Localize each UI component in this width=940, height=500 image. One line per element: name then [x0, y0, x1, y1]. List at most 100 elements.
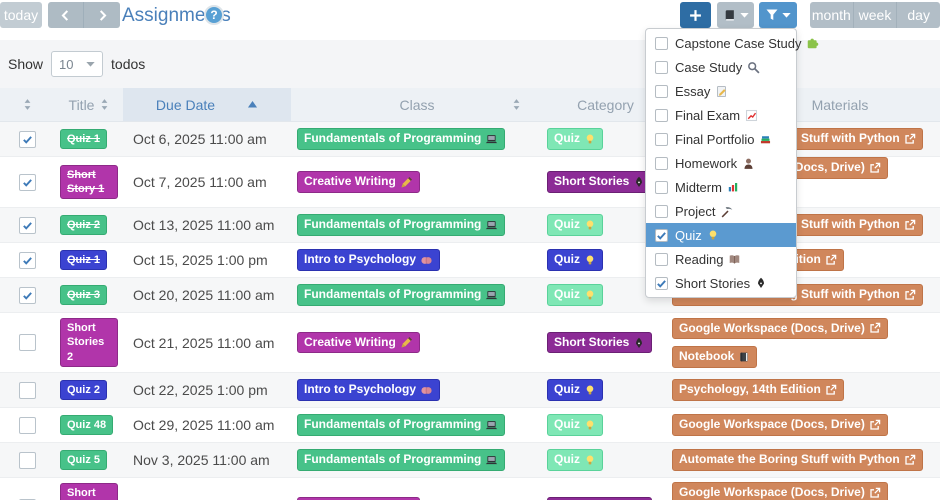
- material-badge[interactable]: Google Workspace (Docs, Drive): [672, 482, 888, 500]
- prev-button[interactable]: [48, 2, 84, 28]
- materials-cell: Google Workspace (Docs, Drive)Notebook: [668, 482, 940, 500]
- filter-option-project[interactable]: Project: [646, 199, 796, 223]
- filter-option-homework[interactable]: Homework: [646, 151, 796, 175]
- material-badge[interactable]: Google Workspace (Docs, Drive): [672, 414, 888, 436]
- table-body: Quiz 1 Oct 6, 2025 11:00 am Fundamentals…: [0, 122, 940, 500]
- sort-icon: [512, 99, 521, 110]
- filter-option-final-exam[interactable]: Final Exam: [646, 103, 796, 127]
- class-badge: Creative Writing: [297, 171, 420, 193]
- table-row: Quiz 1 Oct 15, 2025 1:00 pm Intro to Psy…: [0, 243, 940, 279]
- class-icon: [485, 133, 498, 146]
- assignment-title-badge[interactable]: Short Stories 2: [60, 318, 118, 368]
- row-checkbox[interactable]: [19, 130, 36, 148]
- header-due-date[interactable]: Due Date: [123, 88, 291, 121]
- filter-option-icon: [728, 253, 741, 266]
- assignment-title-badge[interactable]: Quiz 1: [60, 250, 108, 271]
- class-badge: Fundamentals of Programming: [297, 449, 506, 471]
- class-icon: [485, 219, 498, 232]
- table-row: Short Story 1 Oct 7, 2025 11:00 am Creat…: [0, 157, 940, 209]
- header-class[interactable]: Class: [291, 88, 543, 121]
- category-badge: Quiz: [547, 214, 603, 236]
- todos-label: todos: [111, 56, 146, 72]
- filter-option-final-portfolio[interactable]: Final Portfolio: [646, 127, 796, 151]
- material-icon: [904, 289, 916, 301]
- category-icon: [584, 454, 596, 466]
- material-badge[interactable]: Psychology, 14th Edition: [672, 379, 844, 401]
- row-checkbox[interactable]: [19, 451, 36, 469]
- filter-checkbox[interactable]: [655, 156, 668, 170]
- category-filter-dropdown: Capstone Case Study Case Study Essay Fin…: [645, 28, 819, 298]
- material-badge[interactable]: Automate the Boring Stuff with Python: [672, 449, 923, 471]
- sort-asc-icon: [247, 101, 258, 108]
- class-badge: Fundamentals of Programming: [297, 284, 506, 306]
- check-icon: [656, 230, 667, 241]
- filter-option-short-stories[interactable]: Short Stories: [646, 271, 796, 295]
- row-checkbox[interactable]: [19, 286, 36, 304]
- header-title[interactable]: Title: [55, 88, 123, 121]
- filter-option-icon: [755, 277, 767, 289]
- row-checkbox[interactable]: [19, 251, 36, 269]
- row-checkbox[interactable]: [19, 416, 36, 434]
- header-category[interactable]: Category: [577, 96, 634, 113]
- header-checkbox-column[interactable]: [0, 88, 55, 121]
- row-checkbox[interactable]: [19, 381, 36, 399]
- due-date: Oct 21, 2025 11:00 am: [133, 334, 275, 351]
- filter-option-quiz[interactable]: Quiz: [646, 223, 796, 247]
- filter-option-midterm[interactable]: Midterm: [646, 175, 796, 199]
- material-badge[interactable]: Notebook: [672, 346, 758, 368]
- view-button-month[interactable]: month: [810, 2, 854, 28]
- help-icon[interactable]: ?: [204, 5, 224, 25]
- notebook-icon: [723, 9, 736, 22]
- courses-dropdown-button[interactable]: [717, 2, 754, 28]
- table-header: Title Due Date Class Category Materials: [0, 88, 940, 122]
- filter-checkbox[interactable]: [655, 252, 668, 266]
- assignment-title-badge[interactable]: Quiz 3: [60, 285, 108, 306]
- view-button-day[interactable]: day: [897, 2, 940, 28]
- filter-checkbox[interactable]: [655, 180, 668, 194]
- filter-checkbox[interactable]: [655, 108, 668, 122]
- filter-option-essay[interactable]: Essay: [646, 79, 796, 103]
- row-checkbox[interactable]: [19, 173, 36, 191]
- page-size-select[interactable]: 10: [51, 51, 104, 77]
- header-materials[interactable]: Materials: [811, 96, 869, 113]
- today-button[interactable]: today: [0, 2, 42, 28]
- filter-option-icon: [806, 37, 819, 50]
- filter-option-case-study[interactable]: Case Study: [646, 55, 796, 79]
- assignment-title-badge[interactable]: Quiz 48: [60, 414, 114, 436]
- row-checkbox[interactable]: [19, 216, 36, 234]
- material-badge[interactable]: Google Workspace (Docs, Drive): [672, 317, 888, 340]
- class-badge: Intro to Psychology: [297, 249, 441, 271]
- class-badge: Fundamentals of Programming: [297, 414, 506, 436]
- material-icon: [738, 351, 750, 363]
- filter-checkbox[interactable]: [655, 36, 668, 50]
- row-checkbox[interactable]: [19, 334, 36, 352]
- material-icon: [825, 254, 837, 266]
- class-badge: Fundamentals of Programming: [297, 214, 506, 236]
- category-badge: Quiz: [547, 379, 603, 401]
- filter-checkbox[interactable]: [655, 132, 668, 146]
- filter-checkbox[interactable]: [655, 84, 668, 98]
- plus-icon: [689, 9, 702, 22]
- filter-checkbox[interactable]: [655, 60, 668, 74]
- assignment-title-badge[interactable]: Quiz 2: [60, 215, 108, 236]
- assignment-title-badge[interactable]: Quiz 2: [60, 379, 108, 401]
- filter-option-capstone-case-study[interactable]: Capstone Case Study: [646, 31, 819, 55]
- filter-option-icon: [747, 61, 760, 74]
- assignment-title-badge[interactable]: Quiz 1: [60, 128, 108, 150]
- caret-down-icon: [739, 12, 749, 18]
- show-label: Show: [8, 56, 44, 72]
- filter-option-reading[interactable]: Reading: [646, 247, 796, 271]
- next-button[interactable]: [84, 2, 120, 28]
- add-todo-button[interactable]: [680, 2, 711, 28]
- filter-checkbox[interactable]: [655, 228, 668, 242]
- filter-checkbox[interactable]: [655, 204, 668, 218]
- filter-option-icon: [715, 85, 728, 98]
- category-icon: [633, 337, 645, 349]
- check-icon: [22, 134, 33, 145]
- view-button-week[interactable]: week: [853, 2, 898, 28]
- filter-dropdown-button[interactable]: [759, 2, 797, 28]
- filter-checkbox[interactable]: [655, 276, 668, 290]
- assignment-title-badge[interactable]: Quiz 5: [60, 449, 108, 471]
- assignment-title-badge[interactable]: Short Story 1: [60, 164, 118, 200]
- assignment-title-badge[interactable]: Short Stories 3: [60, 483, 118, 500]
